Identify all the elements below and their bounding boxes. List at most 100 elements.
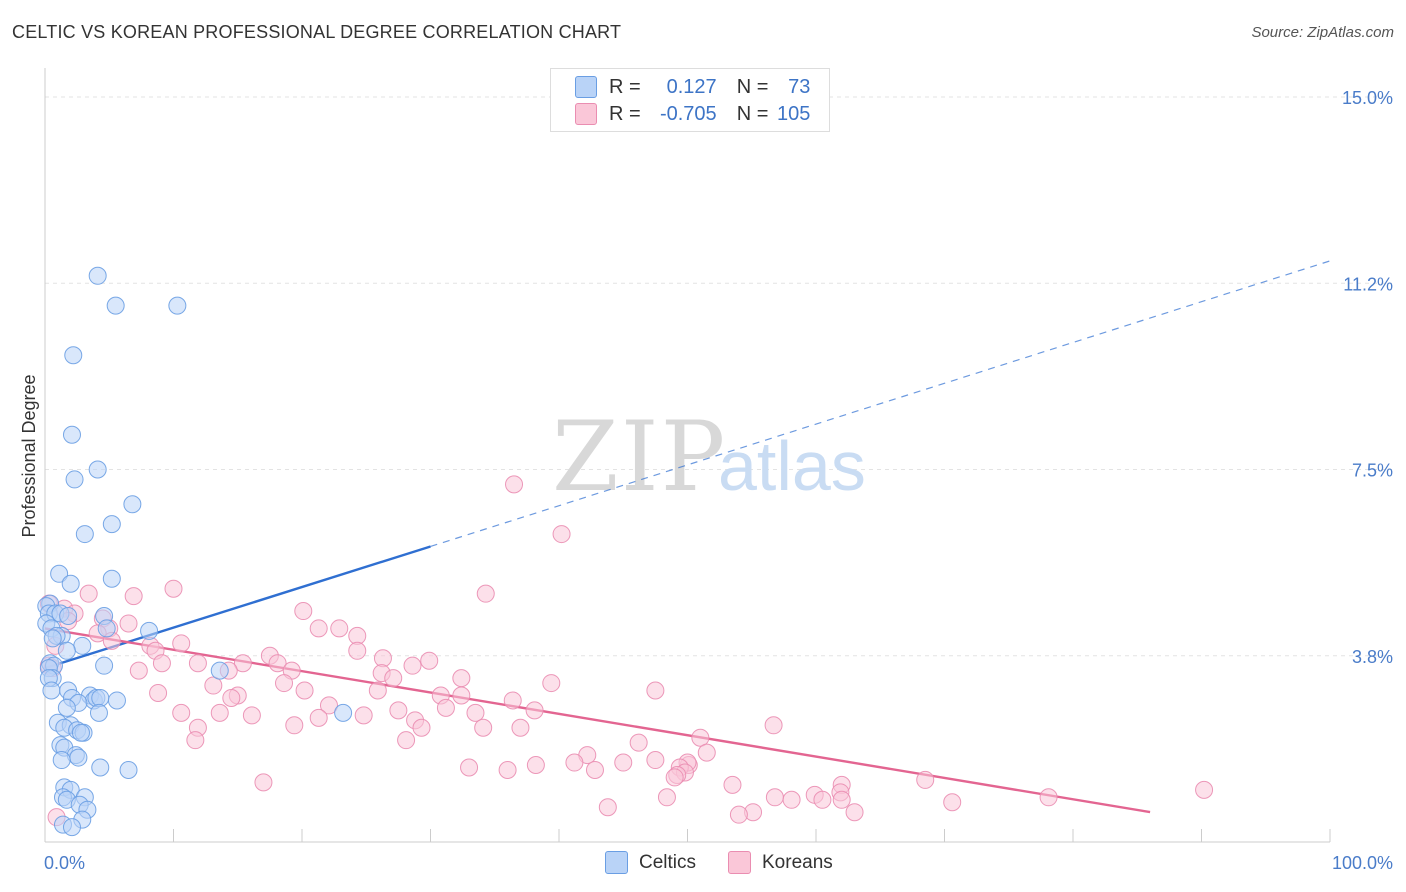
korean-point [285,716,304,735]
korean-point [552,525,571,544]
korean-point [186,731,205,750]
celtic-point [88,460,107,479]
celtic-point [91,688,110,707]
legend-celtics-label: Celtics [639,851,697,873]
celtic-point [95,656,114,675]
legend-n-label: N = [736,75,769,98]
korean-point [646,681,665,700]
legend-item-celtics[interactable]: Celtics [605,851,696,874]
celtic-point [43,629,62,648]
celtic-point [62,818,81,837]
legend-n-value: 73 [788,75,811,98]
watermark-zip: ZIP [552,401,727,513]
x-tick-label-right: 100.0% [1332,853,1393,873]
celtic-point [42,681,61,700]
y-tick-label: 11.2% [1343,274,1393,294]
celtics-trend-extension [430,260,1331,548]
korean-point [222,688,241,707]
korean-point [242,706,261,725]
legend-n-label: N = [736,102,769,125]
korean-point [188,654,207,673]
korean-point [149,684,168,702]
korean-point [294,602,313,621]
korean-point [124,587,143,606]
korean-point [614,753,633,772]
celtic-point [69,748,88,767]
korean-point [657,788,676,807]
korean-point [505,475,524,494]
korean-point [384,669,403,688]
celtic-point [73,636,92,655]
celtic-point [64,346,83,365]
legend-r-value: 0.127 [666,75,717,98]
korean-point [397,731,416,750]
celtic-point [57,698,76,717]
celtic-point [210,661,229,680]
korean-point [354,706,373,725]
korean-point [436,698,455,717]
korean-point [916,770,935,789]
korean-point [233,654,252,673]
celtic-point [57,641,76,660]
y-tick-label: 7.5% [1352,461,1393,481]
celtic-point [91,758,110,777]
celtic-point [71,723,90,742]
stats-legend: R = 0.127 N = 73 R = -0.705 N = 105 [550,68,830,132]
legend-r-label: R = [609,75,641,98]
korean-point [1195,780,1214,799]
korean-point [665,768,684,787]
korean-point [498,760,517,779]
legend-item-koreans[interactable]: Koreans [728,851,833,874]
korean-point [275,674,294,693]
legend-row-koreans: R = -0.705 N = 105 [575,101,810,127]
korean-point [511,718,530,737]
korean-point [420,651,439,670]
korean-point [204,676,223,695]
korean-point [646,751,665,770]
y-axis-title: Professional Degree [19,374,39,537]
gridlines [45,96,1392,657]
korean-point [452,669,471,688]
korean-point [764,716,783,735]
korean-point [368,681,387,700]
korean-point [172,634,191,653]
axes [44,68,1331,843]
korean-point [503,691,522,710]
celtic-point [107,691,126,710]
korean-point [598,798,617,817]
chart-title: CELTIC VS KOREAN PROFESSIONAL DEGREE COR… [12,22,622,42]
korean-point [697,743,716,762]
source-label: Source: ZipAtlas.com [1251,24,1394,41]
korean-point [452,686,471,705]
korean-point [629,733,648,752]
korean-point [729,805,748,824]
celtic-point [75,525,94,544]
legend-r-value: -0.705 [659,102,717,125]
celtic-point [88,266,107,285]
tick-labels: 15.0% 11.2% 7.5% 3.8% 0.0% 100.0% [44,88,1393,873]
korean-point [152,654,171,673]
korean-point [348,641,367,660]
korean-point [164,579,183,598]
korean-point [466,703,485,722]
y-tick-label: 3.8% [1352,647,1393,667]
trend-lines [44,260,1331,814]
korean-point [309,619,328,638]
celtic-point [59,607,78,626]
x-tick-label-left: 0.0% [44,853,85,873]
celtic-points [37,266,353,837]
celtic-point [168,296,187,315]
korean-point [254,773,273,792]
korean-point [79,584,98,603]
korean-point [765,788,784,807]
korean-point [172,703,191,722]
korean-point [943,793,962,812]
celtic-point [334,703,353,722]
korean-point [389,701,408,720]
legend-koreans-label: Koreans [762,851,833,873]
watermark: ZIP atlas [552,401,866,513]
legend-r-label: R = [609,102,641,125]
korean-point [309,708,328,727]
korean-point [119,614,138,633]
